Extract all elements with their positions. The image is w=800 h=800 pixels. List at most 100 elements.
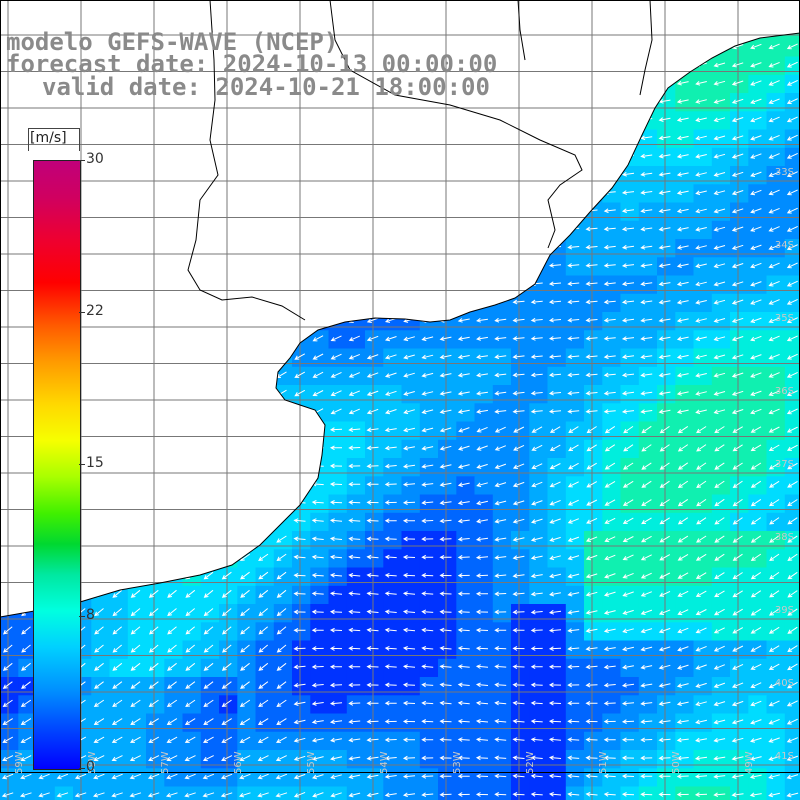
wind-arrow	[696, 444, 707, 452]
wind-arrow	[402, 737, 416, 743]
wind-arrow	[621, 682, 635, 688]
wind-arrow	[366, 335, 379, 342]
wind-arrow	[695, 172, 707, 177]
wind-arrow	[676, 281, 689, 287]
wind-arrow	[548, 281, 562, 287]
wind-arrow	[714, 426, 725, 434]
wind-arrow	[768, 645, 780, 652]
wind-arrow	[366, 354, 379, 360]
wind-arrow	[348, 445, 361, 451]
wind-arrow	[603, 755, 616, 761]
wind-arrow	[221, 681, 232, 689]
wind-arrow	[203, 589, 214, 598]
wind-arrow	[293, 701, 306, 706]
wind-arrow	[366, 719, 379, 724]
wind-arrow	[713, 354, 726, 360]
wind-arrow	[421, 336, 434, 342]
wind-arrow	[750, 480, 762, 488]
wind-arrow	[348, 335, 360, 342]
wind-arrow	[94, 644, 104, 653]
wind-arrow	[348, 646, 361, 651]
wind-arrow	[312, 371, 324, 378]
wind-arrow	[585, 354, 598, 360]
lon-label: 55W	[306, 751, 317, 774]
wind-arrow	[293, 719, 306, 725]
wind-arrow	[530, 317, 543, 323]
wind-arrow	[494, 372, 507, 378]
wind-arrow	[366, 554, 379, 560]
wind-arrow	[640, 318, 653, 323]
wind-arrow	[494, 482, 507, 488]
wind-arrow	[403, 445, 415, 451]
wind-arrow	[494, 792, 507, 797]
wind-arrow	[494, 336, 507, 341]
wind-arrow	[695, 190, 707, 196]
wind-arrow	[585, 719, 598, 724]
wind-arrow	[421, 664, 434, 669]
wind-arrow	[604, 536, 616, 543]
wind-arrow	[348, 609, 361, 615]
wind-arrow	[603, 263, 616, 268]
wind-arrow	[603, 208, 616, 214]
wind-arrow	[329, 572, 343, 578]
wind-arrow	[768, 299, 780, 305]
wind-arrow	[293, 573, 306, 578]
wind-arrow	[604, 591, 616, 597]
wind-arrow	[21, 626, 31, 635]
wind-arrow	[3, 644, 13, 653]
wind-arrow	[276, 626, 287, 635]
wind-arrow	[421, 627, 434, 633]
colorbar-tick-mark	[79, 312, 85, 313]
wind-arrow	[439, 500, 452, 506]
wind-arrow	[731, 263, 744, 269]
wind-arrow	[731, 409, 744, 415]
wind-arrow	[713, 391, 726, 396]
wind-arrow	[312, 390, 324, 397]
wind-arrow	[585, 263, 598, 268]
wind-arrow	[731, 372, 744, 378]
wind-arrow	[676, 372, 689, 378]
wind-arrow	[750, 43, 762, 50]
wind-arrow	[402, 463, 416, 469]
wind-arrow	[769, 608, 780, 616]
wind-arrow	[530, 299, 543, 305]
wind-arrow	[621, 336, 635, 341]
wind-arrow	[768, 98, 780, 104]
wind-arrow	[476, 318, 488, 323]
wind-arrow	[676, 245, 689, 250]
wind-arrow	[695, 609, 707, 616]
wind-arrow	[658, 172, 671, 177]
wind-arrow	[384, 336, 397, 342]
wind-arrow	[329, 682, 343, 688]
wind-arrow	[276, 718, 287, 725]
wind-arrow	[567, 317, 580, 323]
lat-label: 39S	[774, 605, 794, 616]
wind-arrow	[640, 245, 653, 250]
wind-arrow	[330, 353, 342, 360]
wind-arrow	[731, 244, 744, 250]
wind-arrow	[640, 354, 653, 360]
wind-arrow	[732, 553, 743, 561]
wind-arrow	[402, 774, 416, 779]
colorbar-tick-label: 0	[86, 759, 95, 775]
wind-arrow	[768, 774, 780, 780]
wind-arrow	[621, 737, 635, 743]
wind-arrow	[2, 718, 13, 725]
wind-arrow	[768, 153, 780, 159]
wind-arrow	[732, 608, 743, 616]
wind-arrow	[731, 62, 744, 68]
wind-arrow	[677, 553, 689, 561]
wind-arrow	[750, 390, 762, 396]
wind-arrow	[567, 244, 580, 250]
model-title: modelo GEFS-WAVE (NCEP)	[6, 28, 339, 56]
wind-arrow	[457, 318, 470, 323]
wind-arrow	[149, 644, 159, 653]
wind-arrow	[439, 591, 452, 597]
lat-label: 33S	[774, 167, 794, 178]
wind-arrow	[165, 792, 178, 798]
wind-arrow	[384, 372, 397, 378]
wind-arrow	[530, 591, 543, 597]
wind-arrow	[676, 99, 689, 104]
wind-arrow	[494, 609, 507, 615]
